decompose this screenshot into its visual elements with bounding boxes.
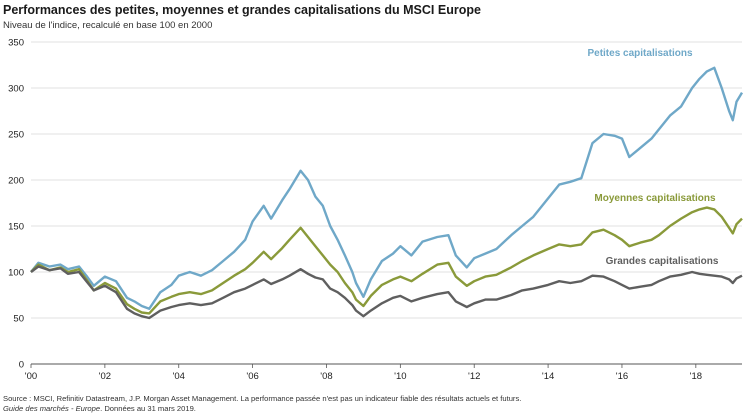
x-tick-label: '10 (394, 371, 406, 382)
series-label: Moyennes capitalisations (594, 193, 716, 204)
guide-note: Guide des marchés - Europe. Données au 3… (3, 404, 196, 413)
x-tick-label: '08 (320, 371, 332, 382)
series-label: Petites capitalisations (587, 48, 692, 59)
chart-subtitle: Niveau de l'indice, recalculé en base 10… (3, 20, 213, 31)
series-line-moyennes (30, 206, 743, 315)
y-tick-label: 100 (8, 268, 24, 279)
y-tick-label: 250 (8, 130, 24, 141)
x-tick-label: '16 (616, 371, 628, 382)
guide-title: Guide des marchés - Europe (3, 404, 101, 413)
source-note: Source : MSCI, Refinitiv Datastream, J.P… (3, 394, 522, 403)
series-line-grandes (30, 265, 743, 320)
y-tick-label: 50 (13, 314, 24, 325)
series-line-petites (30, 66, 744, 310)
chart-title: Performances des petites, moyennes et gr… (3, 3, 481, 17)
x-tick-label: '14 (542, 371, 554, 382)
x-tick-label: '04 (173, 371, 185, 382)
y-tick-label: 150 (8, 222, 24, 233)
line-chart: 0 50 100 150 200 250 300 350 '00 '02 '04 '06 '08 '10 '… (8, 38, 744, 382)
y-tick-label: 350 (8, 38, 24, 49)
date-note: . Données au 31 mars 2019. (100, 404, 196, 413)
y-tick-label: 200 (8, 176, 24, 187)
x-tick-label: '06 (246, 371, 258, 382)
y-tick-label: 0 (19, 360, 24, 371)
x-tick-label: '02 (99, 371, 111, 382)
x-tick-label: '12 (468, 371, 480, 382)
series-label: Grandes capitalisations (606, 256, 719, 267)
x-tick-label: '18 (690, 371, 702, 382)
x-tick-label: '00 (25, 371, 37, 382)
y-tick-label: 300 (8, 84, 24, 95)
